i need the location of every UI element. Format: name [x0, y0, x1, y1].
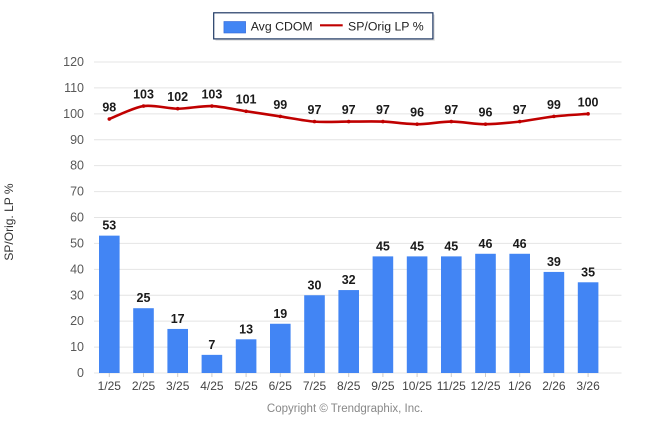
- svg-text:39: 39: [547, 255, 561, 269]
- svg-text:45: 45: [410, 239, 424, 253]
- svg-text:46: 46: [513, 237, 527, 251]
- svg-text:97: 97: [308, 103, 322, 117]
- svg-text:20: 20: [70, 314, 84, 328]
- svg-text:10/25: 10/25: [402, 379, 432, 393]
- svg-text:100: 100: [578, 95, 599, 109]
- svg-text:11/25: 11/25: [437, 379, 466, 393]
- svg-text:100: 100: [63, 107, 84, 121]
- svg-text:7: 7: [208, 338, 215, 352]
- svg-text:0: 0: [77, 366, 84, 380]
- svg-text:96: 96: [479, 106, 493, 120]
- svg-text:9/25: 9/25: [371, 379, 395, 393]
- svg-text:7/25: 7/25: [303, 379, 327, 393]
- svg-text:8/25: 8/25: [337, 379, 361, 393]
- svg-text:45: 45: [376, 239, 390, 253]
- svg-text:96: 96: [410, 106, 424, 120]
- svg-text:3/25: 3/25: [166, 379, 190, 393]
- svg-text:13: 13: [239, 322, 253, 336]
- svg-text:99: 99: [273, 98, 287, 112]
- svg-text:10: 10: [70, 340, 84, 354]
- svg-text:3/26: 3/26: [576, 379, 600, 393]
- svg-text:45: 45: [444, 239, 458, 253]
- svg-text:90: 90: [70, 133, 84, 147]
- svg-text:103: 103: [133, 88, 154, 102]
- svg-text:99: 99: [547, 98, 561, 112]
- svg-text:1/26: 1/26: [508, 379, 532, 393]
- svg-text:80: 80: [70, 159, 84, 173]
- svg-text:1/25: 1/25: [98, 379, 122, 393]
- svg-text:97: 97: [444, 103, 458, 117]
- svg-text:40: 40: [70, 262, 84, 276]
- svg-text:17: 17: [171, 312, 185, 326]
- svg-text:12/25: 12/25: [470, 379, 500, 393]
- svg-text:97: 97: [376, 103, 390, 117]
- svg-text:60: 60: [70, 211, 84, 225]
- svg-text:4/25: 4/25: [200, 379, 224, 393]
- svg-text:53: 53: [102, 219, 116, 233]
- svg-text:Avg CDOM: Avg CDOM: [251, 19, 313, 33]
- svg-text:103: 103: [201, 88, 222, 102]
- svg-text:19: 19: [273, 307, 287, 321]
- svg-text:30: 30: [70, 288, 84, 302]
- svg-text:35: 35: [581, 265, 595, 279]
- svg-text:2/26: 2/26: [542, 379, 566, 393]
- svg-text:Copyright © Trendgraphix, Inc.: Copyright © Trendgraphix, Inc.: [267, 403, 423, 415]
- svg-text:2/25: 2/25: [132, 379, 156, 393]
- svg-text:5/25: 5/25: [234, 379, 258, 393]
- svg-text:SP/Orig LP %: SP/Orig LP %: [348, 19, 424, 33]
- svg-text:70: 70: [70, 185, 84, 199]
- svg-text:6/25: 6/25: [269, 379, 293, 393]
- svg-text:SP/Orig. LP %: SP/Orig. LP %: [2, 183, 16, 260]
- svg-text:46: 46: [479, 237, 493, 251]
- svg-text:102: 102: [167, 90, 188, 104]
- svg-text:101: 101: [236, 93, 257, 107]
- svg-text:98: 98: [102, 101, 116, 115]
- svg-text:110: 110: [64, 81, 84, 95]
- svg-text:97: 97: [342, 103, 356, 117]
- svg-text:50: 50: [70, 236, 84, 250]
- svg-text:25: 25: [137, 291, 151, 305]
- svg-text:97: 97: [513, 103, 527, 117]
- svg-text:30: 30: [308, 278, 322, 292]
- svg-text:32: 32: [342, 273, 356, 287]
- svg-text:120: 120: [63, 55, 84, 69]
